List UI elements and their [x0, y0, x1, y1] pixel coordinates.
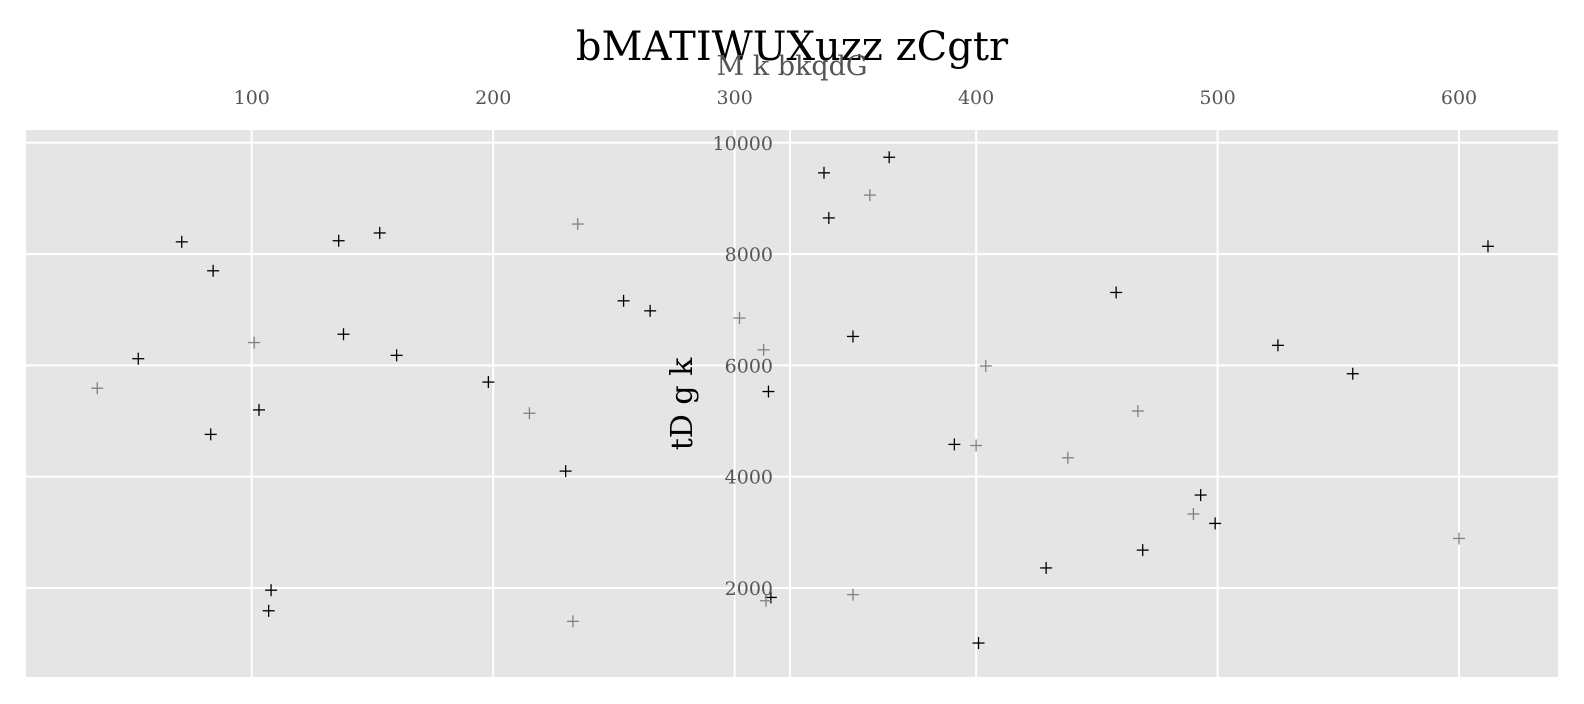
- data-point-marker: [846, 588, 859, 601]
- data-point-marker: [760, 594, 773, 607]
- y-tick-labels: 2000 4000 6000 8000 10000: [713, 133, 773, 600]
- x-tick-label: 100: [234, 87, 270, 109]
- data-point-marker: [175, 235, 188, 248]
- x-tick-label: 500: [1199, 87, 1235, 109]
- x-tick-label: 200: [475, 87, 511, 109]
- data-point-marker: [1110, 286, 1123, 299]
- data-point-marker: [822, 211, 835, 224]
- data-point-marker: [1453, 532, 1466, 545]
- data-point-marker: [863, 189, 876, 202]
- data-points: [91, 151, 1494, 650]
- data-point-marker: [248, 336, 261, 349]
- chart-title: bMATIWUXuzz zCgtr: [576, 24, 1009, 70]
- data-point-marker: [733, 312, 746, 325]
- y-axis-label: tD g k: [665, 357, 700, 450]
- data-point-marker: [482, 376, 495, 389]
- x-tick-label: 600: [1441, 87, 1477, 109]
- data-point-marker: [1271, 339, 1284, 352]
- data-point-marker: [1131, 405, 1144, 418]
- y-tick-label: 8000: [725, 244, 773, 266]
- data-point-marker: [1040, 561, 1053, 574]
- plot-background: [26, 130, 1558, 677]
- data-point-marker: [132, 352, 145, 365]
- x-tick-label: 400: [958, 87, 994, 109]
- grid-lines: [26, 130, 1558, 677]
- data-point-marker: [523, 407, 536, 420]
- y-tick-label: 10000: [713, 133, 773, 155]
- data-point-marker: [1061, 451, 1074, 464]
- data-point-marker: [817, 166, 830, 179]
- data-point-marker: [764, 591, 777, 604]
- data-point-marker: [390, 349, 403, 362]
- y-tick-label: 4000: [725, 467, 773, 489]
- data-point-marker: [1209, 517, 1222, 530]
- x-axis-label: M k bkqdG: [717, 51, 868, 82]
- x-tick-labels: 100 200 300 400 500 600: [234, 87, 1478, 109]
- data-point-marker: [265, 584, 278, 597]
- y-tick-label: 2000: [725, 578, 773, 600]
- data-point-marker: [1346, 367, 1359, 380]
- data-point-marker: [571, 218, 584, 231]
- data-point-marker: [617, 294, 630, 307]
- data-point-marker: [979, 359, 992, 372]
- data-point-marker: [1481, 240, 1494, 253]
- data-point-marker: [559, 465, 572, 478]
- data-point-marker: [252, 403, 265, 416]
- data-point-marker: [757, 343, 770, 356]
- data-point-marker: [262, 604, 275, 617]
- data-point-marker: [207, 264, 220, 277]
- data-point-marker: [373, 226, 386, 239]
- data-point-marker: [972, 637, 985, 650]
- data-point-marker: [970, 439, 983, 452]
- data-point-marker: [1194, 489, 1207, 502]
- x-tick-label: 300: [717, 87, 753, 109]
- data-point-marker: [948, 438, 961, 451]
- data-point-marker: [91, 382, 104, 395]
- data-point-marker: [1136, 544, 1149, 557]
- data-point-marker: [566, 615, 579, 628]
- data-point-marker: [204, 428, 217, 441]
- data-point-marker: [846, 330, 859, 343]
- data-point-marker: [332, 234, 345, 247]
- data-point-marker: [883, 151, 896, 164]
- data-point-marker: [644, 304, 657, 317]
- data-point-marker: [1187, 507, 1200, 520]
- data-point-marker: [337, 328, 350, 341]
- data-point-marker: [762, 385, 775, 398]
- y-tick-label: 6000: [725, 355, 773, 377]
